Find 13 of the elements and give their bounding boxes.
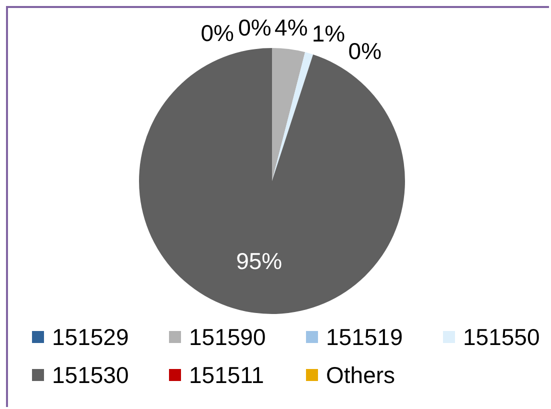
legend-label: Others — [326, 362, 396, 388]
text: 0% — [200, 20, 234, 46]
data-label: 95% — [236, 248, 282, 274]
legend-label: 151590 — [189, 324, 266, 350]
legend-label: 151511 — [189, 362, 264, 388]
legend-label: 151529 — [52, 324, 129, 350]
legend-label: 151530 — [52, 362, 129, 388]
data-label: 4% — [274, 14, 308, 41]
legend-label: 151550 — [463, 324, 540, 350]
text: 0% — [348, 38, 382, 64]
data-label: 1% — [312, 20, 346, 47]
legend-label: 151519 — [326, 324, 403, 350]
text: 0% — [238, 14, 272, 41]
